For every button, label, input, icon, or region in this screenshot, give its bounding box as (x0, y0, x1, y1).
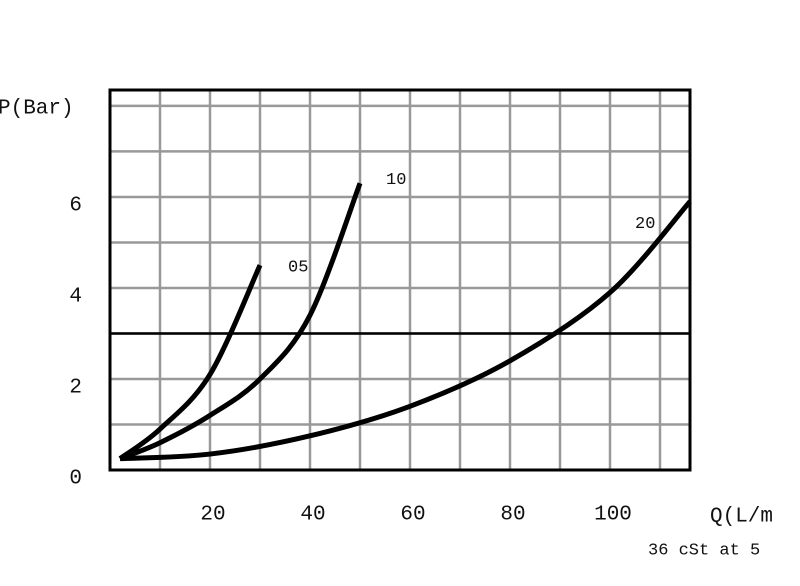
x-tick-label: 40 (300, 504, 325, 527)
y-tick-label: 0 (69, 468, 82, 491)
x-tick-label: 60 (400, 504, 425, 527)
series-label: 10 (386, 171, 406, 190)
y-axis-label: P(Bar) (0, 98, 74, 121)
series-label: 20 (635, 215, 655, 234)
curve (119, 182, 363, 461)
x-tick-label: 80 (500, 504, 525, 527)
x-tick-label: 20 (200, 504, 225, 527)
curve (119, 199, 692, 462)
plot-border (108, 88, 692, 472)
note: 36 cSt at 5 (648, 541, 760, 560)
series-label: 05 (288, 259, 308, 278)
y-tick-label: 2 (69, 377, 82, 400)
y-tick-label: 4 (69, 286, 82, 309)
y-tick-label: 6 (69, 194, 82, 217)
x-axis-label: Q(L/m (710, 506, 773, 529)
curve (118, 264, 263, 461)
x-tick-label: 100 (594, 504, 632, 527)
